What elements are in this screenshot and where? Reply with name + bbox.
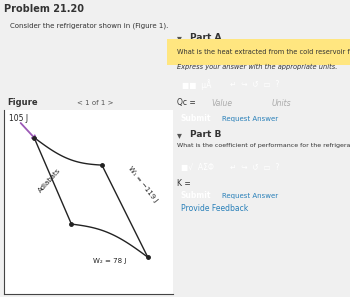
Text: W₂ = 78 J: W₂ = 78 J bbox=[93, 258, 126, 264]
Text: ↵  ↪  ↺  ▭  ?: ↵ ↪ ↺ ▭ ? bbox=[230, 163, 279, 172]
Text: W₁ = −119 J: W₁ = −119 J bbox=[127, 165, 158, 203]
Text: ▾: ▾ bbox=[177, 130, 182, 140]
Text: Request Answer: Request Answer bbox=[222, 116, 278, 121]
Text: ■■  µÅ: ■■ µÅ bbox=[182, 79, 211, 90]
Text: Problem 21.20: Problem 21.20 bbox=[4, 4, 84, 15]
Text: What is the heat extracted from the cold reservoir for the refrigerator?: What is the heat extracted from the cold… bbox=[177, 49, 350, 55]
Text: ■√  AΣΦ: ■√ AΣΦ bbox=[181, 163, 214, 172]
Text: ▾: ▾ bbox=[177, 33, 182, 43]
Text: Part A: Part A bbox=[190, 32, 221, 42]
Text: Part B: Part B bbox=[190, 130, 221, 139]
Text: Submit: Submit bbox=[181, 114, 211, 123]
Text: K =: K = bbox=[177, 179, 190, 188]
Text: ↵  ↪  ↺  ▭  ?: ↵ ↪ ↺ ▭ ? bbox=[230, 80, 279, 89]
Text: Value: Value bbox=[211, 99, 232, 108]
Text: Units: Units bbox=[271, 99, 291, 108]
Text: Express your answer with the appropriate units.: Express your answer with the appropriate… bbox=[177, 64, 338, 70]
Text: 105 J: 105 J bbox=[9, 114, 28, 123]
Text: Provide Feedback: Provide Feedback bbox=[181, 204, 248, 213]
Text: < 1 of 1 >: < 1 of 1 > bbox=[77, 100, 114, 106]
Text: What is the coefficient of performance for the refrigerator shown in the followi: What is the coefficient of performance f… bbox=[177, 143, 350, 148]
Text: Request Answer: Request Answer bbox=[222, 193, 278, 199]
Text: Consider the refrigerator shown in (Figure 1).: Consider the refrigerator shown in (Figu… bbox=[10, 22, 168, 29]
Text: Qc =: Qc = bbox=[177, 98, 195, 107]
Text: Figure: Figure bbox=[7, 98, 37, 108]
Text: Submit: Submit bbox=[181, 192, 211, 200]
Text: Adiabats: Adiabats bbox=[37, 167, 62, 193]
